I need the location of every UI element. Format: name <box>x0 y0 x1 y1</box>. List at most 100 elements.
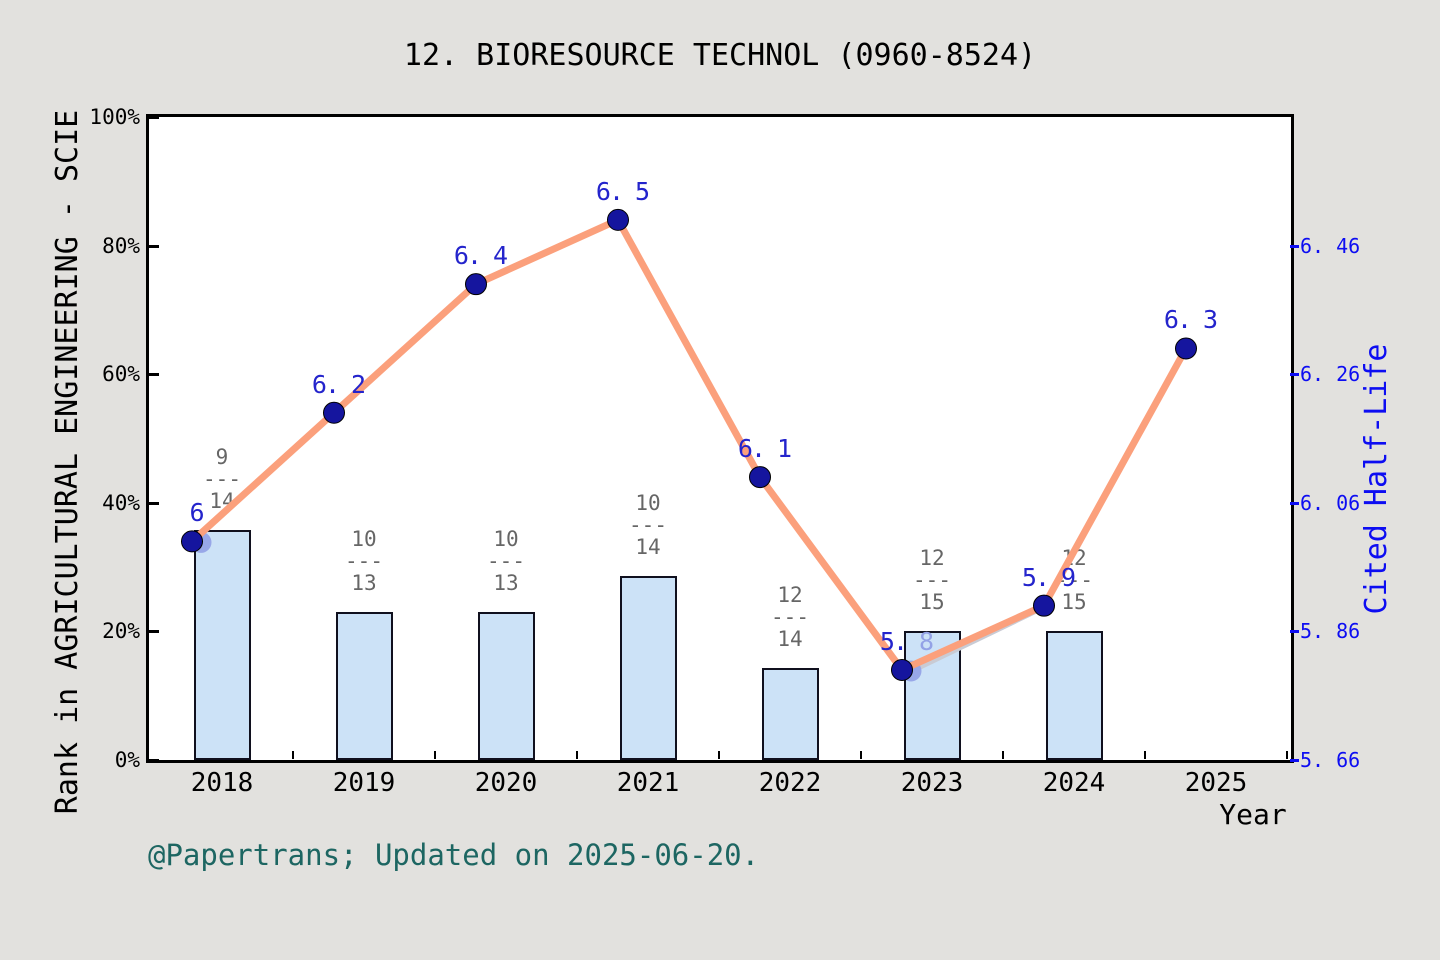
point-label-text: 6. 4 <box>453 241 508 271</box>
fraction-line: --- <box>203 467 241 492</box>
right-axis-tick-label: 6. 46 <box>1300 233 1361 258</box>
point-label-2023: 5. 8 <box>836 626 976 656</box>
data-point-2021 <box>607 208 629 231</box>
left-axis-tick <box>149 759 159 762</box>
right-axis-tick <box>1290 373 1299 377</box>
left-axis-tick <box>149 501 159 505</box>
chart-title: 12. BIORESOURCE TECHNOL (0960-8524) <box>403 38 1037 73</box>
point-label-text: 6. 1 <box>737 434 792 464</box>
right-axis-tick <box>1290 501 1299 505</box>
fraction-line: --- <box>771 605 809 630</box>
x-tick-label: 2023 <box>900 768 964 798</box>
left-axis-tick <box>149 116 159 119</box>
left-axis-tick <box>149 244 159 248</box>
x-axis-title: Year <box>1219 798 1287 831</box>
x-minor-tick <box>434 751 436 759</box>
right-axis-tick-label: 6. 06 <box>1300 490 1361 515</box>
left-axis-tick-label: 100% <box>89 105 140 129</box>
fraction-line: --- <box>487 548 525 573</box>
right-axis-tick <box>1290 630 1299 634</box>
x-tick-label: 2022 <box>758 768 822 798</box>
bar <box>1045 631 1103 760</box>
left-axis-tick <box>149 630 159 634</box>
x-tick-label: 2020 <box>474 768 538 798</box>
bar-fraction-label: 9 --- 14 <box>177 446 267 512</box>
fraction-line: 10 <box>635 491 661 516</box>
right-axis-tick <box>1290 759 1299 762</box>
data-point-2018 <box>181 530 203 553</box>
point-label-text: 6. 2 <box>311 369 366 399</box>
bar <box>193 530 251 760</box>
data-point-2019 <box>323 401 345 424</box>
fraction-line: 14 <box>777 627 803 652</box>
point-label-2022: 6. 1 <box>694 436 834 462</box>
point-label-2024: 5. 9 <box>978 562 1118 592</box>
point-label-text: 5. 9 <box>1021 562 1076 592</box>
bar-fraction-label: 12 --- 15 <box>887 547 977 613</box>
series-svg <box>181 208 1197 682</box>
right-axis-title: Cited Half-Life <box>1359 343 1394 615</box>
left-axis-tick-label: 20% <box>102 619 140 644</box>
fraction-line: 9 <box>215 445 229 470</box>
x-tick-label: 2018 <box>190 768 254 798</box>
data-point-2025 <box>1175 337 1197 360</box>
fraction-line: --- <box>345 548 383 573</box>
bar <box>335 611 393 760</box>
point-label-light-text: 8 <box>919 626 934 656</box>
right-axis-tick-label: 6. 26 <box>1300 362 1361 387</box>
bar-fraction-label: 10 --- 14 <box>603 492 693 558</box>
fraction-line: 13 <box>493 570 519 595</box>
point-label-2025: 6. 3 <box>1120 307 1260 333</box>
point-label-2019: 6. 2 <box>268 369 408 399</box>
fraction-line: --- <box>913 568 951 593</box>
bar-fraction-label: 10 --- 13 <box>319 528 409 594</box>
bar-fraction-label: 10 --- 13 <box>461 528 551 594</box>
point-label-text: 6. 3 <box>1163 305 1218 335</box>
bar <box>761 668 819 760</box>
right-axis-tick <box>1290 244 1299 248</box>
point-label-2021: 6. 5 <box>552 176 692 206</box>
x-minor-tick <box>1286 751 1288 759</box>
cited-half-life-line <box>189 216 1190 674</box>
left-axis-tick-label: 40% <box>102 490 140 515</box>
point-label-text: 6. 5 <box>595 176 650 206</box>
x-minor-tick <box>1144 751 1146 759</box>
x-minor-tick <box>860 751 862 759</box>
fraction-line: 14 <box>635 535 661 560</box>
fraction-line: 15 <box>1061 590 1087 615</box>
left-axis-tick <box>149 373 159 377</box>
fraction-line: --- <box>629 513 667 538</box>
x-tick-label: 2021 <box>616 768 680 798</box>
x-minor-tick <box>576 751 578 759</box>
bar-fraction-label: 12 --- 14 <box>745 584 835 650</box>
left-axis-tick-label: 0% <box>114 748 140 772</box>
fraction-line: 12 <box>919 546 945 571</box>
left-axis-title: Rank in AGRICULTURAL ENGINEERING - SCIE <box>50 109 85 815</box>
data-point-2022 <box>749 466 771 489</box>
bar <box>477 611 535 760</box>
right-axis-tick-label: 5. 86 <box>1300 619 1361 644</box>
x-minor-tick <box>718 751 720 759</box>
point-label-2018: 6 <box>126 500 266 526</box>
point-label-text: 5. <box>879 626 920 656</box>
fraction-line: 15 <box>919 590 945 615</box>
caption: @Papertrans; Updated on 2025-06-20. <box>148 838 760 872</box>
x-minor-tick <box>1002 751 1004 759</box>
point-label-2020: 6. 4 <box>410 243 550 269</box>
point-label-text: 6 <box>189 498 204 528</box>
x-tick-label: 2024 <box>1042 768 1106 798</box>
right-axis-tick-label: 5. 66 <box>1300 748 1361 772</box>
data-point-2024 <box>1033 594 1055 617</box>
data-point-2023 <box>891 658 913 681</box>
bar <box>619 576 677 760</box>
left-axis-tick-label: 60% <box>102 362 140 387</box>
fraction-line: 10 <box>351 526 377 551</box>
x-tick-label: 2025 <box>1184 768 1248 798</box>
fraction-line: 10 <box>493 526 519 551</box>
data-point-2020 <box>465 273 487 296</box>
fraction-line: 12 <box>777 583 803 608</box>
fraction-line: 13 <box>351 570 377 595</box>
x-tick-label: 2019 <box>332 768 396 798</box>
left-axis-tick-label: 80% <box>102 233 140 258</box>
